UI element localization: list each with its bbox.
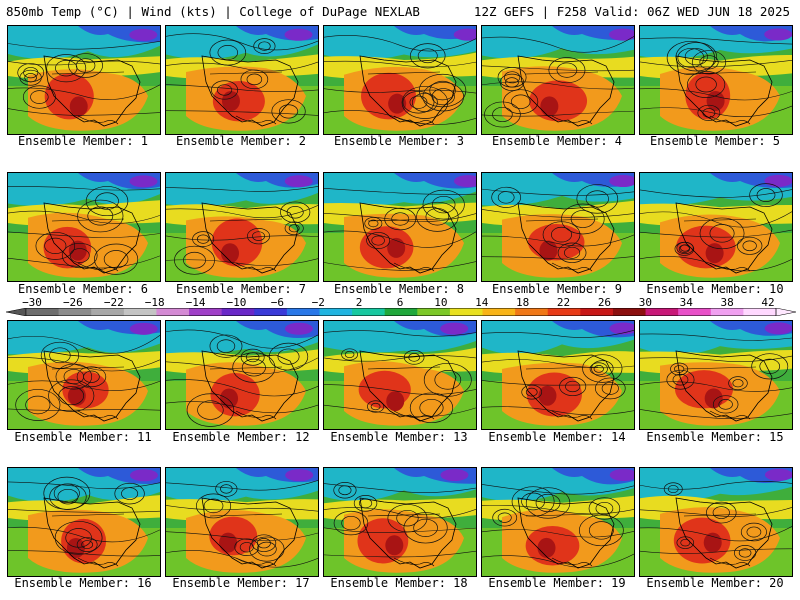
colorbar-tick-label: 38 — [720, 296, 734, 309]
ensemble-member-label: Ensemble Member: 8 — [333, 282, 465, 296]
colorbar-segment — [449, 308, 484, 316]
ensemble-member-label: Ensemble Member: 2 — [175, 134, 307, 148]
ensemble-member-map — [165, 172, 319, 282]
colorbar-tick-label: −18 — [144, 296, 165, 309]
colorbar-tick-label: 34 — [679, 296, 693, 309]
ensemble-member-map — [481, 172, 635, 282]
colorbar-segment — [580, 308, 614, 316]
colorbar-tick-label: 2 — [355, 296, 363, 309]
ensemble-member-map — [639, 25, 793, 135]
colorbar-segment — [26, 308, 60, 316]
colorbar-tick-label: −6 — [270, 296, 284, 309]
colorbar-segment — [678, 308, 712, 316]
colorbar-segment — [743, 308, 777, 316]
ensemble-member-map — [323, 25, 477, 135]
colorbar-segment — [319, 308, 353, 316]
ensemble-member-map — [639, 320, 793, 430]
ensemble-member-label: Ensemble Member: 6 — [17, 282, 149, 296]
ensemble-member-label: Ensemble Member: 7 — [175, 282, 307, 296]
colorbar-tick-label: 6 — [396, 296, 404, 309]
run-valid-time: 12Z GEFS | F258 Valid: 06Z WED JUN 18 20… — [473, 4, 790, 19]
colorbar-tick-label: 22 — [556, 296, 571, 309]
colorbar-tick-label: 30 — [638, 296, 652, 309]
ensemble-member-map — [481, 467, 635, 577]
colorbar-segment — [547, 308, 581, 316]
ensemble-member-label: Ensemble Member: 18 — [330, 576, 468, 590]
colorbar-tick-label: −14 — [185, 296, 206, 309]
colorbar-tick-label: −10 — [226, 296, 247, 309]
ensemble-member-map — [323, 172, 477, 282]
ensemble-member-map — [165, 320, 319, 430]
colorbar-segment — [156, 308, 190, 316]
colorbar-tick-label: 26 — [597, 296, 612, 309]
ensemble-member-label: Ensemble Member: 5 — [649, 134, 781, 148]
colorbar-tick-label: 10 — [434, 296, 448, 309]
colorbar-segment — [482, 308, 516, 316]
ensemble-member-map — [7, 25, 161, 135]
ensemble-member-label: Ensemble Member: 13 — [330, 430, 468, 444]
colorbar-segment — [254, 308, 288, 316]
colorbar-segment — [515, 308, 549, 316]
colorbar-max-arrow — [775, 308, 796, 316]
colorbar-segment — [384, 308, 418, 316]
ensemble-member-label: Ensemble Member: 14 — [488, 430, 626, 444]
ensemble-member-map — [481, 25, 635, 135]
colorbar-scale — [6, 308, 796, 316]
map-title: 850mb Temp (°C) | Wind (kts) | College o… — [6, 4, 420, 19]
colorbar-tick-label: −26 — [62, 296, 83, 309]
ensemble-member-label: Ensemble Member: 1 — [17, 134, 149, 148]
ensemble-member-map — [639, 172, 793, 282]
colorbar-segment — [612, 308, 647, 316]
colorbar-tick-label: −22 — [103, 296, 124, 309]
ensemble-member-label: Ensemble Member: 19 — [488, 576, 626, 590]
ensemble-member-label: Ensemble Member: 3 — [333, 134, 465, 148]
colorbar-tick-label: −2 — [311, 296, 325, 309]
colorbar-segment — [710, 308, 744, 316]
ensemble-member-label: Ensemble Member: 17 — [172, 576, 310, 590]
colorbar-segment — [221, 308, 255, 316]
colorbar-segment — [352, 308, 386, 316]
colorbar-segment — [91, 308, 125, 316]
colorbar-min-arrow — [6, 308, 27, 316]
ensemble-member-map — [323, 467, 477, 577]
colorbar-tick-label: 14 — [475, 296, 489, 309]
ensemble-member-map — [639, 467, 793, 577]
colorbar-segment — [417, 308, 451, 316]
colorbar-tick-label: −30 — [22, 296, 42, 309]
ensemble-member-label: Ensemble Member: 12 — [172, 430, 310, 444]
colorbar-ticks: −30 −26 −22 −18 −14 −10 −6 −2 2 6 10 14 18 22 26 30 34 38… — [6, 296, 796, 309]
ensemble-member-label: Ensemble Member: 11 — [14, 430, 152, 444]
colorbar-segment — [58, 308, 92, 316]
colorbar-segment — [189, 308, 223, 316]
ensemble-member-label: Ensemble Member: 20 — [646, 576, 784, 590]
ensemble-member-map — [7, 172, 161, 282]
colorbar-segment — [645, 308, 679, 316]
ensemble-member-label: Ensemble Member: 4 — [491, 134, 623, 148]
ensemble-member-label: Ensemble Member: 9 — [491, 282, 623, 296]
colorbar-tick-label: 42 — [761, 296, 775, 309]
temperature-colorbar: −30 −26 −22 −18 −14 −10 −6 −2 2 6 10 14 18 22 26 30 34 38… — [6, 296, 796, 318]
ensemble-member-map — [165, 25, 319, 135]
ensemble-member-map — [7, 320, 161, 430]
colorbar-segment — [286, 308, 320, 316]
ensemble-member-label: Ensemble Member: 16 — [14, 576, 152, 590]
ensemble-member-map — [165, 467, 319, 577]
colorbar-tick-label: 18 — [516, 296, 530, 309]
ensemble-member-map — [323, 320, 477, 430]
ensemble-member-map — [7, 467, 161, 577]
ensemble-member-map — [481, 320, 635, 430]
ensemble-member-label: Ensemble Member: 10 — [646, 282, 784, 296]
ensemble-member-label: Ensemble Member: 15 — [646, 430, 784, 444]
colorbar-segment — [123, 308, 157, 316]
